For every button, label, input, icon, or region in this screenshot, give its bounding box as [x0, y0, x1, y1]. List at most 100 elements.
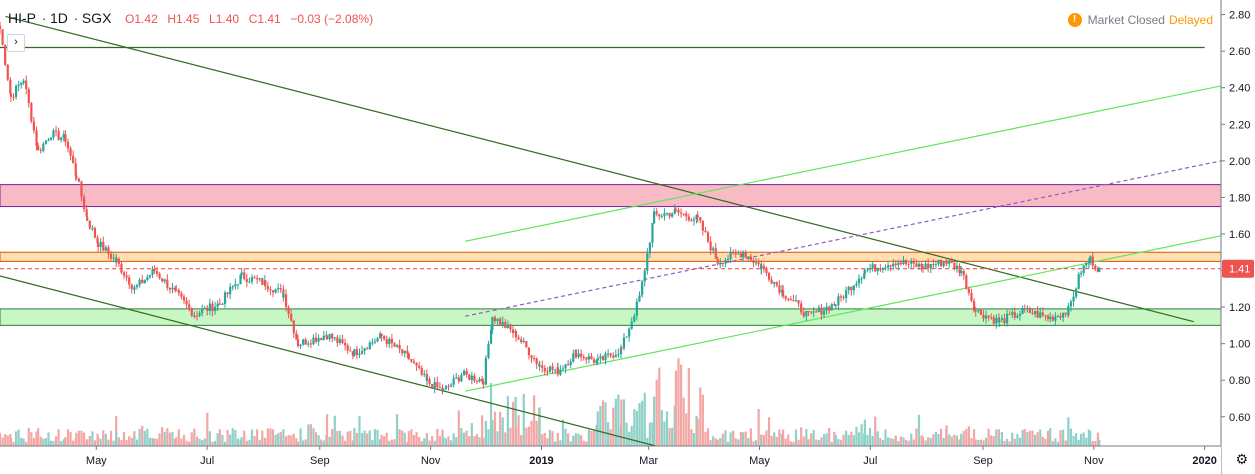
volume-bar [436, 428, 439, 446]
volume-bar [525, 427, 528, 446]
volume-bar [569, 441, 572, 446]
candle-body [726, 259, 730, 261]
candle-body [704, 230, 707, 233]
volume-bar [701, 394, 704, 446]
candle-body [401, 349, 404, 354]
volume-bar [780, 433, 784, 446]
candle-body [1036, 311, 1039, 318]
candle-body [1044, 315, 1047, 317]
last-price-badge [1222, 259, 1254, 278]
volume-bar [655, 379, 658, 446]
candle-body [146, 277, 149, 280]
downtrend-lower-line[interactable] [0, 275, 657, 447]
volume-bar [341, 435, 344, 446]
candle-body [607, 353, 610, 355]
candle-body [344, 342, 347, 346]
market-status[interactable]: ! Market Closed Delayed [1067, 13, 1213, 27]
volume-bar [234, 430, 237, 446]
volume-bar [163, 431, 166, 446]
volume-bar [1023, 428, 1026, 446]
candle-body [504, 322, 507, 328]
candle-body [72, 155, 75, 164]
candle-body [96, 237, 99, 244]
volume-bar [54, 436, 58, 446]
downtrend-upper-line[interactable] [5, 15, 1194, 323]
candle-body [6, 64, 9, 80]
candle-body [889, 265, 892, 267]
volume-bar [617, 394, 620, 446]
volume-bar [141, 425, 144, 446]
candle-body [894, 263, 897, 266]
candle-body [25, 80, 28, 90]
candle-body [802, 312, 805, 317]
volume-bar [322, 440, 325, 446]
volume-bar [596, 411, 599, 446]
symbol-label[interactable]: HI-P [8, 10, 36, 26]
volume-bar [541, 434, 544, 446]
candle-body [341, 339, 344, 343]
volume-bar [860, 424, 863, 446]
volume-bar [842, 434, 845, 446]
candles-layer [0, 21, 1101, 395]
candle-body [85, 209, 88, 217]
x-tick-label: May [749, 455, 770, 467]
candle-body [1016, 315, 1019, 318]
candle-body [782, 290, 785, 297]
volume-bar [585, 441, 588, 446]
candle-body [54, 130, 58, 132]
candle-body [582, 356, 585, 358]
candle-body [979, 309, 982, 315]
volume-bar [668, 428, 671, 446]
candle-body [185, 300, 188, 305]
price-axis[interactable] [1221, 0, 1255, 474]
uptrend-channel-mid[interactable] [465, 160, 1222, 317]
volume-bar [135, 439, 139, 446]
volume-bar [1072, 435, 1075, 446]
volume-bar [729, 432, 732, 446]
volume-bar [282, 429, 285, 446]
volume-bar [990, 435, 993, 446]
volume-bar [953, 434, 956, 446]
collapse-legend-button[interactable]: › [7, 34, 25, 52]
volume-bar [1033, 434, 1037, 446]
candle-body [863, 270, 866, 274]
volume-bar [379, 439, 382, 446]
candle-body [216, 303, 219, 307]
candle-body [974, 310, 977, 312]
candle-body [757, 262, 760, 265]
candle-body [353, 349, 356, 356]
uptrend-channel-upper[interactable] [465, 85, 1222, 242]
time-axis[interactable] [0, 446, 1221, 474]
volume-bar [876, 431, 879, 446]
candle-body [14, 85, 18, 98]
resistance-zone[interactable] [0, 184, 1222, 208]
candle-body [509, 324, 512, 330]
volume-bar [932, 434, 935, 446]
volume-bar [514, 396, 517, 446]
separator: · [42, 11, 47, 26]
uptrend-channel-lower[interactable] [465, 235, 1222, 392]
volume-bar [161, 427, 164, 446]
volume-bar [592, 429, 596, 446]
volume-bar [1077, 439, 1080, 446]
candle-body [847, 286, 850, 291]
candle-body [520, 339, 523, 343]
candle-body [455, 377, 458, 379]
candle-body [32, 121, 36, 131]
volume-bar [1016, 434, 1019, 446]
volume-bar [797, 439, 800, 446]
resolution-label[interactable]: 1D [49, 10, 68, 26]
candle-body [475, 380, 479, 382]
candle-body [1039, 312, 1042, 318]
candle-body [266, 286, 269, 290]
volume-bar [25, 441, 28, 446]
orange-zone[interactable] [0, 251, 1222, 262]
volume-bar [767, 417, 771, 446]
volume-bar [910, 433, 913, 446]
volume-bar [376, 429, 379, 446]
volume-bar [158, 433, 161, 446]
volume-bar [82, 432, 86, 446]
gear-icon[interactable]: ⚙ [1235, 451, 1248, 467]
volume-bar [117, 437, 120, 446]
